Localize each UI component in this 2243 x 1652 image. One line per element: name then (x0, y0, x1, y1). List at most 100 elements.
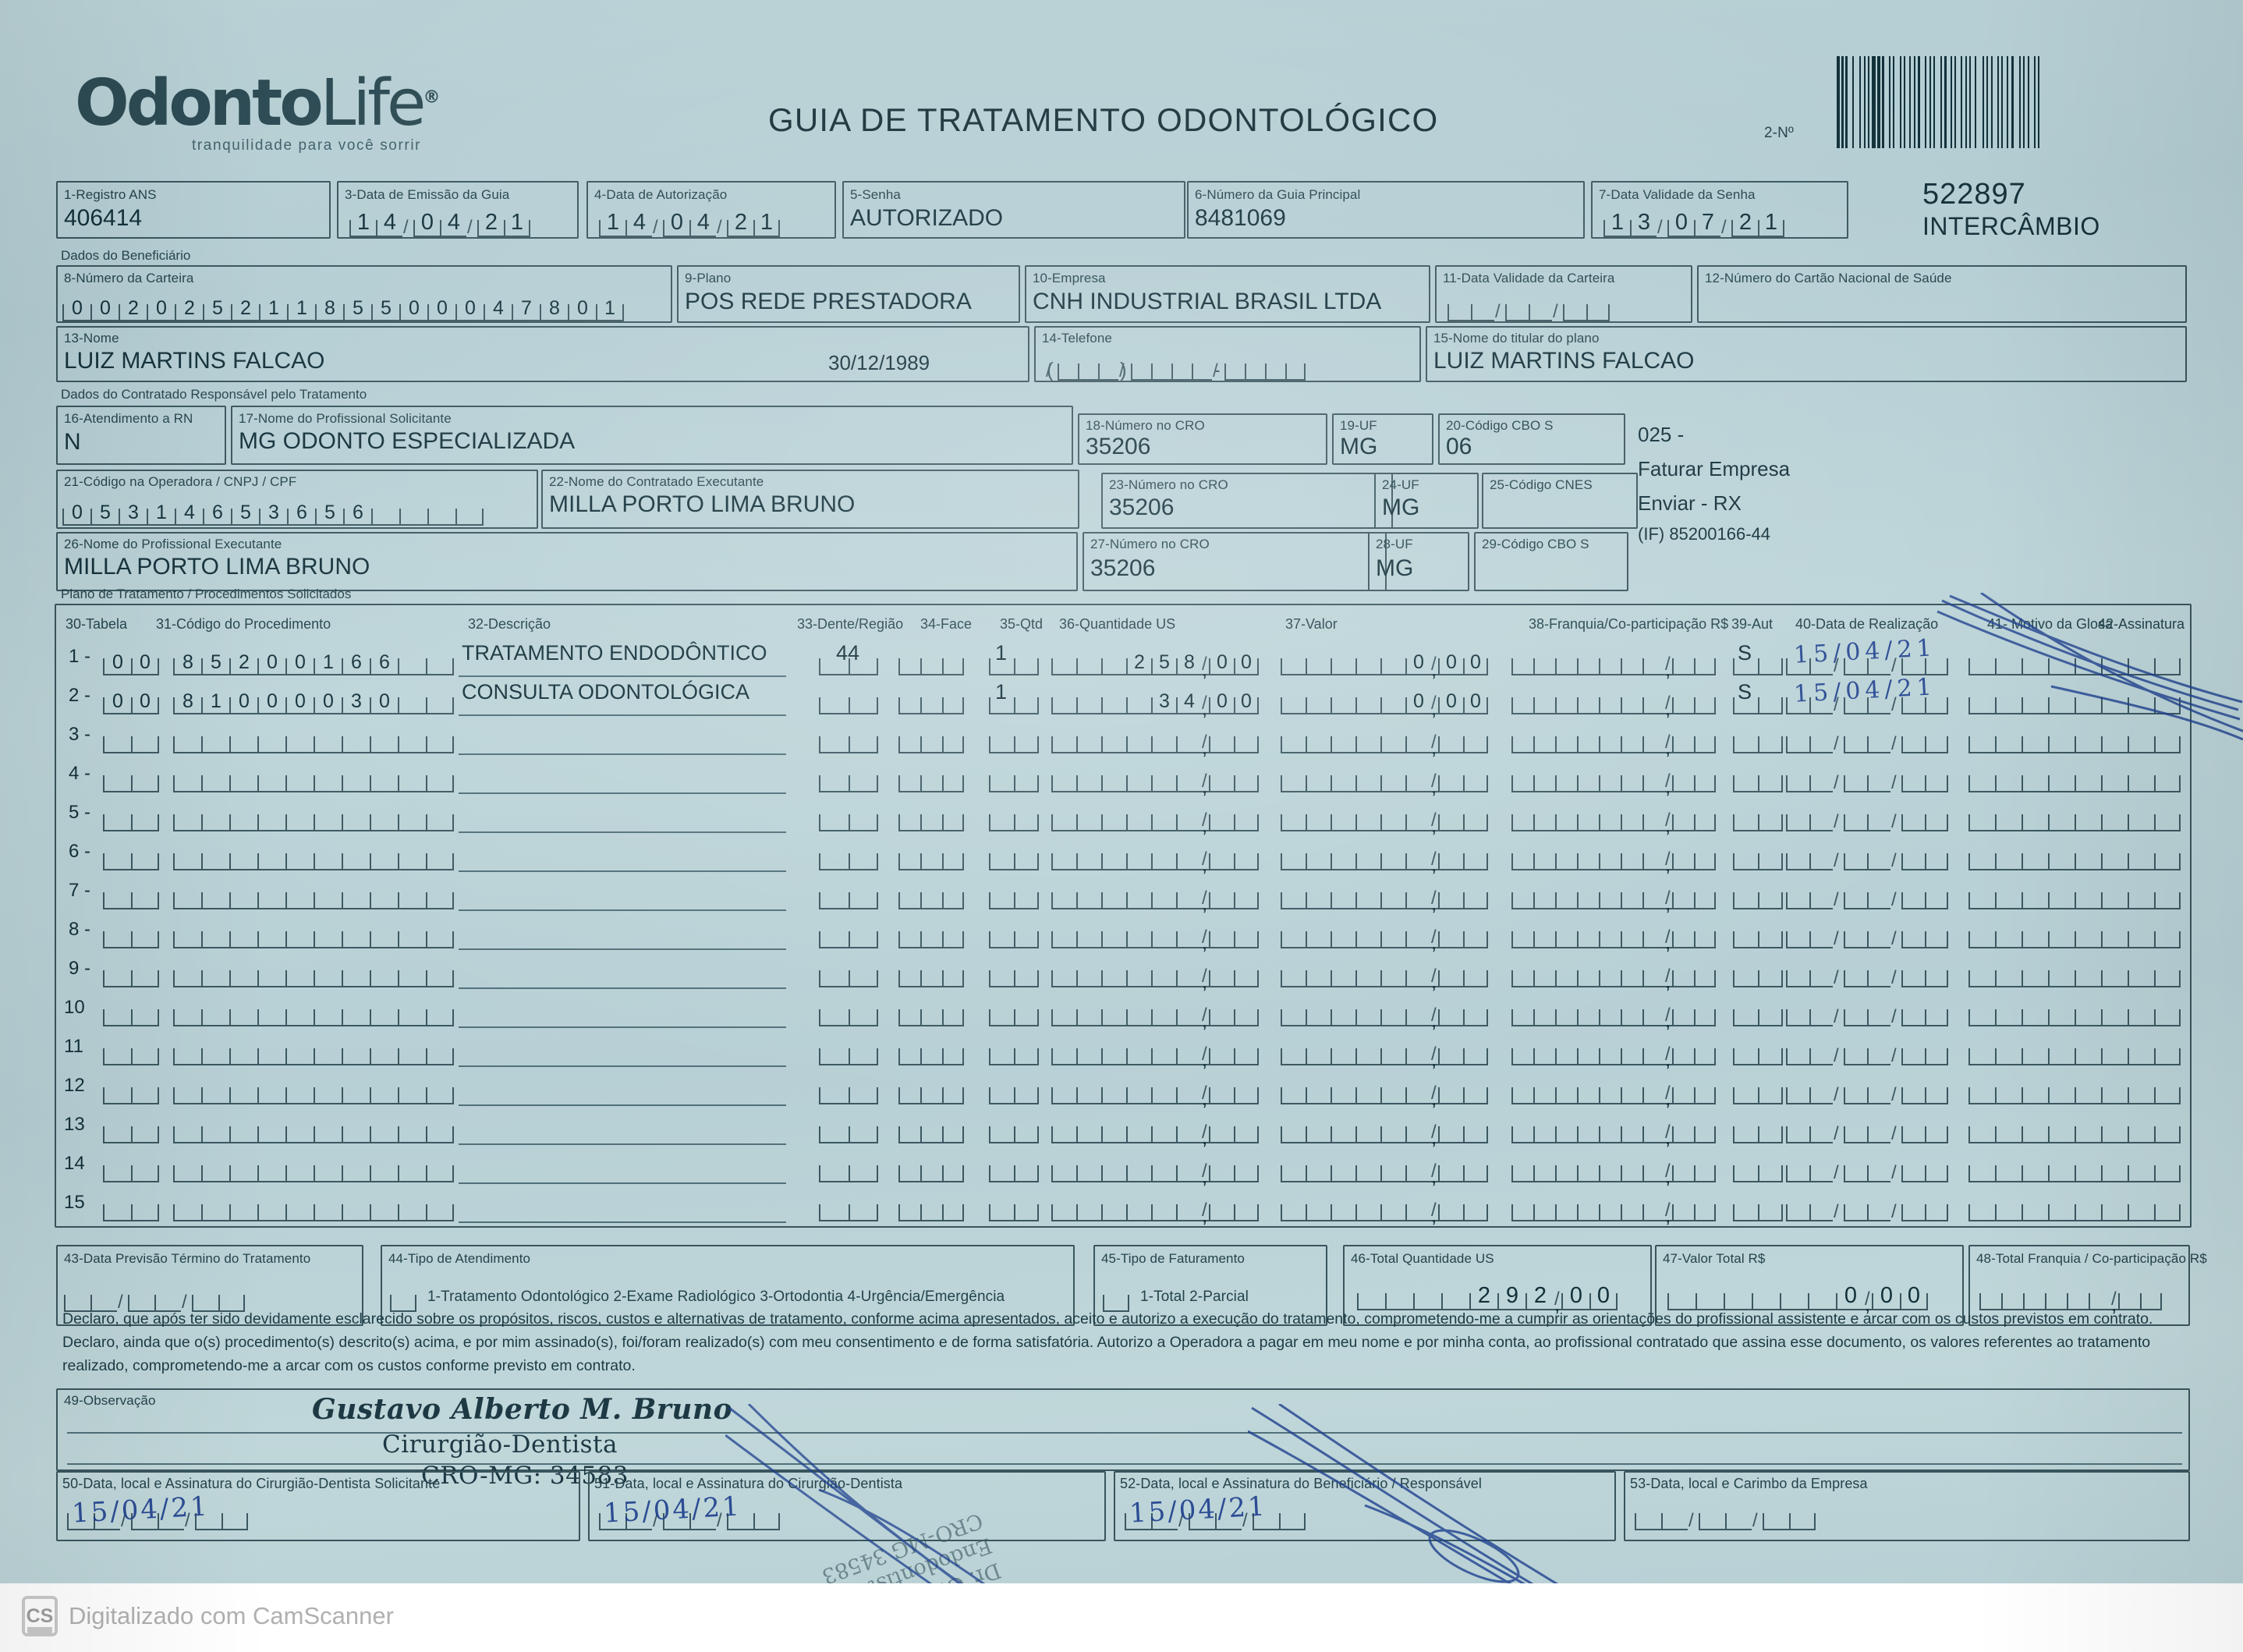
comb-cell[interactable] (1555, 736, 1577, 753)
comb-cell[interactable] (1438, 814, 1463, 831)
field-telefone[interactable] (1034, 326, 1421, 382)
comb-field[interactable] (173, 955, 454, 987)
comb-field[interactable] (173, 1189, 454, 1221)
comb-cell[interactable] (1672, 1204, 1694, 1221)
comb-cell[interactable] (2075, 1009, 2101, 1026)
comb-cell[interactable] (1306, 775, 1331, 792)
comb-cell[interactable] (1405, 1126, 1430, 1143)
comb-cell[interactable] (942, 1009, 964, 1026)
comb-telefone[interactable]: ()- (1045, 348, 1306, 382)
comb-cell[interactable] (819, 1087, 849, 1104)
comb-field[interactable] (989, 1189, 1039, 1221)
comb-cell[interactable] (1281, 1048, 1306, 1065)
comb-cell[interactable] (1125, 1513, 1151, 1530)
comb-cell[interactable] (1995, 1048, 2022, 1065)
comb-field[interactable] (1968, 1150, 2181, 1182)
comb-cell[interactable] (1577, 1087, 1599, 1104)
comb-cell[interactable] (1577, 814, 1599, 831)
comb-cell[interactable] (2128, 970, 2154, 987)
comb-cell[interactable] (1331, 892, 1355, 909)
comb-cell[interactable] (398, 1087, 426, 1104)
comb-cell[interactable] (131, 1204, 159, 1221)
comb-cell[interactable] (1076, 892, 1101, 909)
field-previsao-termino[interactable] (56, 1245, 363, 1326)
comb-cell[interactable] (1331, 1126, 1355, 1143)
comb-cell[interactable] (1763, 1513, 1789, 1530)
comb-field[interactable] (989, 877, 1039, 909)
comb-cell[interactable] (1694, 658, 1716, 675)
comb-cell[interactable] (1234, 1087, 1259, 1104)
comb-cell[interactable] (201, 892, 229, 909)
comb-cell[interactable] (1694, 697, 1716, 714)
comb-cell[interactable] (1867, 892, 1890, 909)
comb-cell[interactable]: 2 (175, 299, 203, 321)
comb-cell[interactable] (1331, 853, 1355, 870)
comb-cell[interactable]: 0 (1589, 1285, 1618, 1310)
comb-field[interactable] (1968, 1033, 2181, 1065)
field-assinatura-solicitante[interactable] (56, 1471, 580, 1541)
comb-cell[interactable] (1925, 970, 1948, 987)
comb-cell[interactable] (1752, 1293, 1780, 1310)
comb-field[interactable] (1968, 916, 2181, 948)
comb-cell[interactable]: 1 (259, 299, 287, 321)
field-underline[interactable] (459, 738, 786, 755)
comb-cell[interactable] (920, 892, 942, 909)
comb-cell[interactable] (131, 1048, 159, 1065)
comb-cell[interactable] (1809, 970, 1833, 987)
comb-cell[interactable] (455, 509, 484, 526)
comb-cell[interactable] (1621, 892, 1642, 909)
comb-field[interactable] (1786, 1150, 1948, 1184)
comb-data-emissao[interactable]: 140421 (349, 204, 530, 239)
comb-field[interactable] (1968, 1111, 2181, 1143)
comb-cell[interactable] (1234, 1126, 1259, 1143)
comb-field[interactable] (819, 877, 878, 909)
comb-cell[interactable] (1078, 363, 1098, 381)
comb-cell[interactable] (2022, 814, 2048, 831)
comb-cell[interactable] (1694, 970, 1716, 987)
comb-cell[interactable] (1621, 931, 1642, 948)
comb-cell[interactable] (1577, 736, 1599, 753)
comb-cell[interactable] (173, 775, 201, 792)
comb-cell[interactable] (1533, 1048, 1555, 1065)
comb-cell[interactable] (426, 1126, 454, 1143)
comb-cell[interactable] (1672, 970, 1694, 987)
comb-cell[interactable] (2154, 1126, 2181, 1143)
comb-cell[interactable] (1867, 658, 1890, 675)
comb-cell[interactable] (1176, 1048, 1201, 1065)
comb-field[interactable]: , (1281, 799, 1488, 837)
comb-cell[interactable] (371, 509, 399, 526)
comb-cell[interactable] (426, 931, 454, 948)
comb-cell[interactable] (257, 853, 285, 870)
comb-cell[interactable] (426, 736, 454, 753)
comb-field[interactable]: , (1281, 1150, 1488, 1188)
comb-cell[interactable] (257, 814, 285, 831)
comb-cell[interactable] (1014, 892, 1039, 909)
comb-cell[interactable]: 5 (201, 653, 229, 675)
comb-cell[interactable] (131, 1165, 159, 1182)
comb-cell[interactable] (1694, 736, 1716, 753)
comb-cell[interactable] (1694, 775, 1716, 792)
comb-cell[interactable] (1189, 1513, 1215, 1530)
comb-cell[interactable] (398, 1165, 426, 1182)
comb-field[interactable] (989, 1150, 1039, 1182)
comb-cell[interactable] (426, 814, 454, 831)
comb-cell[interactable] (898, 970, 920, 987)
comb-cell[interactable] (1844, 775, 1867, 792)
comb-cell[interactable] (158, 1513, 184, 1530)
field-carimbo-empresa[interactable] (1624, 1471, 2190, 1541)
comb-cell[interactable] (1995, 1126, 2022, 1143)
comb-cell[interactable] (314, 1048, 342, 1065)
comb-cell[interactable] (426, 892, 454, 909)
comb-cell[interactable]: 1 (314, 653, 342, 675)
comb-cell[interactable]: 2 (1469, 1285, 1497, 1310)
comb-cell[interactable] (1844, 1165, 1867, 1182)
comb-cell[interactable] (1844, 1048, 1867, 1065)
comb-cell[interactable] (1901, 1165, 1925, 1182)
comb-cell[interactable] (1511, 931, 1533, 948)
comb-cell[interactable] (1563, 304, 1586, 321)
comb-cell[interactable] (1786, 697, 1809, 714)
comb-cell[interactable] (1385, 1293, 1413, 1310)
comb-cell[interactable] (1438, 853, 1463, 870)
comb-cell[interactable] (1809, 1087, 1833, 1104)
comb-cell[interactable] (1867, 1048, 1890, 1065)
